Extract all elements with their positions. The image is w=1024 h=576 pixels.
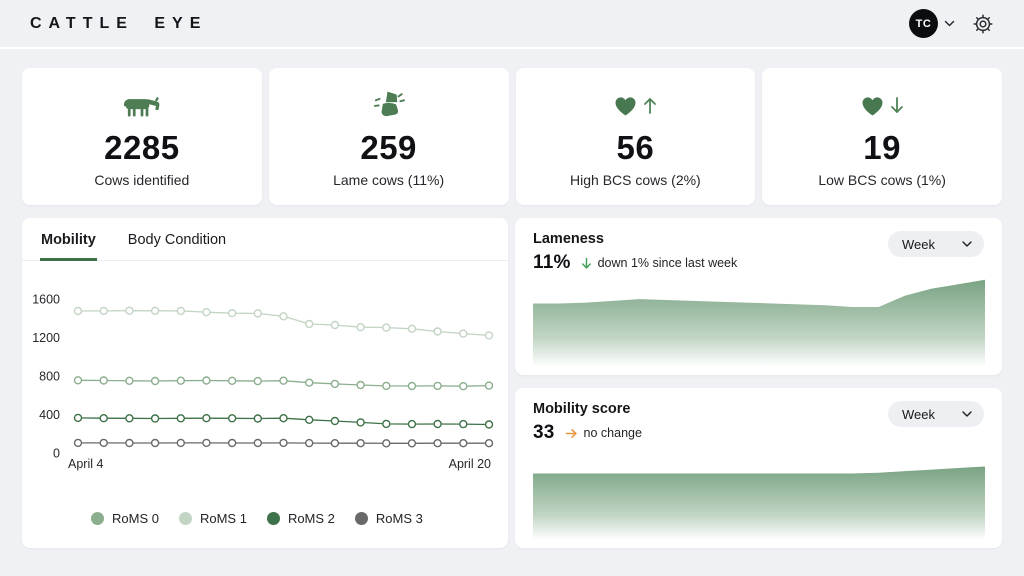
delta-text: down 1% since last week	[597, 256, 738, 270]
tab-body-condition[interactable]: Body Condition	[127, 232, 227, 248]
cow-icon	[121, 85, 163, 125]
svg-text:1600: 1600	[32, 293, 60, 307]
trends-tabs: Mobility Body Condition	[22, 218, 508, 261]
stat-value: 259	[360, 129, 417, 166]
stat-value: 2285	[104, 129, 180, 166]
header-actions: TC	[909, 9, 994, 38]
stat-label: High BCS cows (2%)	[570, 172, 701, 188]
stat-value: 56	[616, 129, 655, 166]
svg-text:400: 400	[39, 408, 60, 422]
chevron-down-icon	[962, 241, 972, 247]
delta-text: no change	[583, 426, 642, 440]
stat-card-cows-identified: 2285 Cows identified	[22, 68, 262, 205]
legend-label: RoMS 1	[199, 511, 247, 526]
legend-item-roms1: RoMS 1	[178, 511, 247, 526]
stats-row: 2285 Cows identified 259 Lame cows (11%)	[22, 68, 1002, 205]
legend-label: RoMS 0	[112, 511, 159, 526]
metric-value: 11%	[533, 252, 571, 273]
lameness-range-select[interactable]: Week	[888, 231, 984, 257]
arrow-right-icon	[565, 428, 577, 438]
legend-label: RoMS 2	[287, 511, 335, 526]
lameness-panel: Lameness 11% down 1% since last week Wee…	[515, 218, 1002, 375]
arrow-down-icon	[581, 257, 591, 269]
app-logo: CATTLE EYE	[30, 14, 208, 32]
metric-value: 33	[533, 422, 555, 443]
chevron-down-icon	[962, 411, 972, 417]
svg-text:0: 0	[53, 447, 60, 461]
svg-text:April 20: April 20	[449, 457, 491, 471]
svg-text:1200: 1200	[32, 331, 60, 345]
lameness-metric: 11% down 1% since last week	[533, 252, 737, 274]
mobility-score-delta: no change	[565, 426, 642, 440]
stat-card-lame-cows: 259 Lame cows (11%)	[268, 68, 509, 205]
hoof-icon	[369, 85, 409, 125]
legend-swatch	[91, 512, 104, 525]
mobility-range-select[interactable]: Week	[888, 401, 984, 427]
stat-value: 19	[863, 129, 901, 166]
mobility-score-header: Mobility score 33 no change Week	[515, 388, 1002, 444]
mobility-score-panel: Mobility score 33 no change Week	[515, 388, 1002, 548]
svg-text:April 4: April 4	[68, 457, 103, 471]
tab-mobility[interactable]: Mobility	[40, 218, 97, 261]
mobility-score-metric: 33 no change	[533, 422, 642, 444]
legend-swatch	[354, 512, 368, 525]
lameness-delta: down 1% since last week	[581, 256, 738, 270]
lameness-titles: Lameness 11% down 1% since last week	[533, 231, 737, 274]
trends-panel: Mobility Body Condition 0 400 800 1200 1600 A…	[22, 218, 508, 548]
stat-card-low-bcs: 19 Low BCS cows (1%)	[762, 68, 1002, 205]
stat-label: Lame cows (11%)	[333, 172, 445, 188]
legend-swatch	[266, 512, 280, 525]
range-label: Week	[902, 236, 935, 252]
stat-label: Cows identified	[94, 172, 190, 188]
stat-card-high-bcs: 56 High BCS cows (2%)	[515, 68, 756, 205]
legend-label: RoMS 3	[375, 511, 423, 526]
range-label: Week	[902, 406, 935, 422]
lameness-header: Lameness 11% down 1% since last week Wee…	[515, 218, 1002, 274]
legend-item-roms3: RoMS 3	[354, 511, 423, 526]
panel-title: Lameness	[533, 231, 604, 247]
mobility-score-titles: Mobility score 33 no change	[533, 401, 642, 444]
chart-legend: RoMS 0 RoMS 1 RoMS 2 RoMS 3	[91, 511, 423, 526]
chevron-down-icon[interactable]	[944, 20, 955, 27]
legend-item-roms0: RoMS 0	[91, 511, 159, 526]
gear-icon[interactable]	[972, 13, 994, 35]
heart-down-icon	[860, 85, 905, 125]
svg-text:800: 800	[39, 370, 60, 384]
mobility-score-area-chart	[533, 466, 985, 539]
stat-label: Low BCS cows (1%)	[818, 172, 946, 188]
avatar[interactable]: TC	[909, 9, 938, 38]
mobility-line-chart: 0 400 800 1200 1600 April 4 April 20	[32, 293, 494, 471]
legend-swatch	[178, 512, 192, 525]
panel-title: Mobility score	[533, 401, 631, 417]
heart-up-icon	[613, 85, 658, 125]
lameness-area-chart	[533, 279, 985, 366]
legend-item-roms2: RoMS 2	[266, 511, 335, 526]
app-header: CATTLE EYE TC	[0, 0, 1024, 49]
